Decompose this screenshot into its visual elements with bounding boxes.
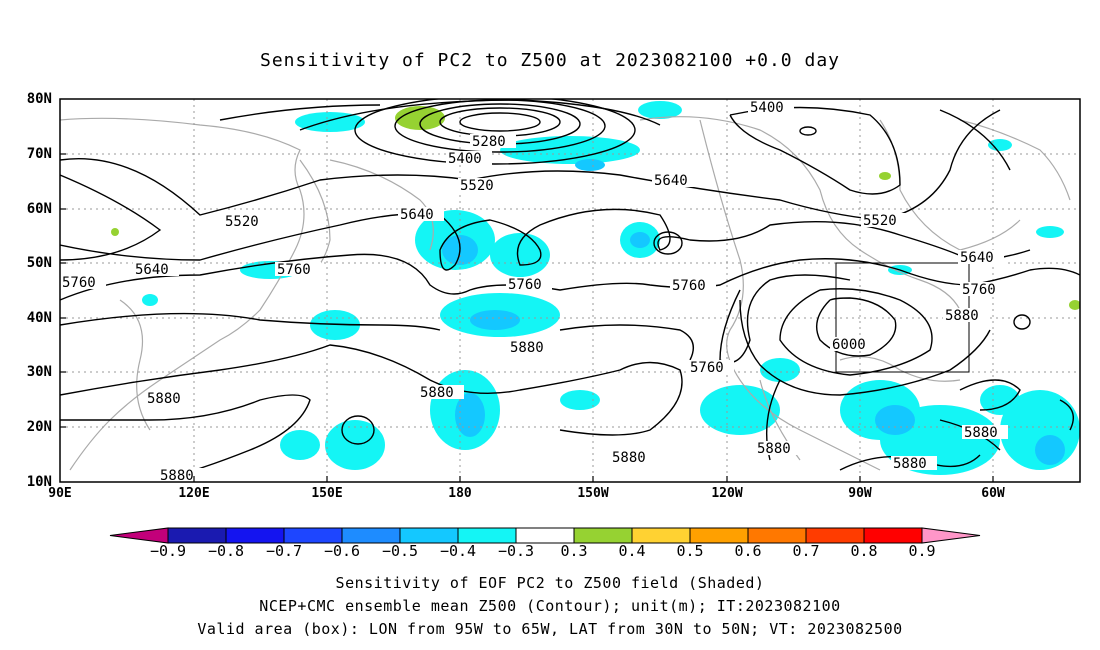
colorbar-swatch <box>805 527 865 544</box>
colorbar-arrow-right <box>921 527 981 544</box>
colorbar-swatch <box>167 527 227 544</box>
x-tick-label: 90E <box>48 486 72 501</box>
contour-label: 5880 <box>612 450 646 466</box>
contour-label: 5520 <box>225 214 259 230</box>
contour-label: 5760 <box>672 278 706 294</box>
contour-label: 5880 <box>945 308 979 324</box>
caption-line-3: Valid area (box): LON from 95W to 65W, L… <box>197 620 903 638</box>
colorbar-swatch <box>689 527 749 544</box>
x-tick-label: 120E <box>178 486 210 501</box>
contour-label: 5400 <box>750 100 784 116</box>
colorbar-label: 0.3 <box>560 542 588 560</box>
colorbar-swatch <box>399 527 459 544</box>
colorbar-swatch <box>863 527 923 544</box>
contour-label: 5760 <box>277 262 311 278</box>
z500-contours <box>60 99 1080 481</box>
contour-labels: 5280 5400 5400 5520 5520 5520 5640 5640 … <box>60 100 1008 484</box>
x-tick-label: 90W <box>848 486 872 501</box>
axis-ticks <box>60 153 994 482</box>
contour-label: 6000 <box>832 337 866 353</box>
colorbar-label: −0.8 <box>207 542 245 560</box>
sensitivity-shading <box>111 101 1080 475</box>
gridlines <box>60 99 1080 482</box>
map-title: Sensitivity of PC2 to Z500 at 2023082100… <box>259 50 840 71</box>
colorbar <box>109 527 981 544</box>
colorbar-swatch <box>457 527 517 544</box>
colorbar-label: 0.7 <box>792 542 820 560</box>
contour-label: 5880 <box>420 385 454 401</box>
colorbar-label: 0.4 <box>618 542 646 560</box>
colorbar-label: −0.4 <box>439 542 477 560</box>
colorbar-swatch <box>631 527 691 544</box>
colorbar-label: 0.8 <box>850 542 878 560</box>
colorbar-label: −0.7 <box>265 542 303 560</box>
colorbar-label: 0.5 <box>676 542 704 560</box>
x-tick-label: 150W <box>577 486 609 501</box>
x-tick-label: 180 <box>448 486 472 501</box>
contour-label: 5640 <box>135 262 169 278</box>
x-tick-label: 60W <box>981 486 1005 501</box>
caption-line-1: Sensitivity of EOF PC2 to Z500 field (Sh… <box>335 574 765 592</box>
contour-label: 5760 <box>690 360 724 376</box>
contour-label: 5880 <box>160 468 194 484</box>
contour-label: 5760 <box>62 275 96 291</box>
colorbar-label: −0.3 <box>497 542 535 560</box>
colorbar-swatch <box>283 527 343 544</box>
contour-label: 5880 <box>147 391 181 407</box>
contour-label: 5640 <box>654 173 688 189</box>
y-tick-label: 60N <box>26 201 52 217</box>
contour-label: 5640 <box>400 207 434 223</box>
colorbar-label: 0.9 <box>908 542 936 560</box>
colorbar-label: 0.6 <box>734 542 762 560</box>
caption-line-2: NCEP+CMC ensemble mean Z500 (Contour); u… <box>259 597 841 615</box>
colorbar-swatch <box>573 527 633 544</box>
colorbar-swatch <box>341 527 401 544</box>
colorbar-label: −0.9 <box>149 542 187 560</box>
contour-label: 5880 <box>893 456 927 472</box>
y-tick-label: 10N <box>26 474 52 490</box>
contour-label: 5880 <box>964 425 998 441</box>
colorbar-swatch <box>225 527 285 544</box>
colorbar-label: −0.6 <box>323 542 361 560</box>
contour-label: 5400 <box>448 151 482 167</box>
x-tick-label: 150E <box>311 486 343 501</box>
y-tick-label: 30N <box>26 364 52 380</box>
colorbar-swatch <box>515 527 575 544</box>
contour-label: 5760 <box>508 277 542 293</box>
x-tick-label: 120W <box>711 486 743 501</box>
y-tick-label: 40N <box>26 310 52 326</box>
contour-label: 5760 <box>962 282 996 298</box>
contour-label: 5520 <box>863 213 897 229</box>
contour-label: 5640 <box>960 250 994 266</box>
colorbar-swatch <box>747 527 807 544</box>
y-tick-label: 20N <box>26 419 52 435</box>
contour-label: 5880 <box>510 340 544 356</box>
y-tick-label: 70N <box>26 146 52 162</box>
contour-label: 5880 <box>757 441 791 457</box>
contour-label: 5280 <box>472 134 506 150</box>
plot-frame <box>59 98 1081 483</box>
colorbar-arrow-left <box>109 527 169 544</box>
y-tick-label: 50N <box>26 255 52 271</box>
colorbar-label: −0.5 <box>381 542 419 560</box>
y-tick-label: 80N <box>26 91 52 107</box>
contour-label: 5520 <box>460 178 494 194</box>
